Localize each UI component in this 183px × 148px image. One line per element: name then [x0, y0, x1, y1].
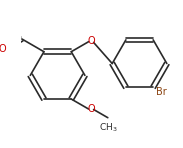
Text: O: O — [0, 44, 6, 54]
Text: Br: Br — [156, 87, 167, 97]
Text: O: O — [87, 104, 95, 115]
Text: O: O — [87, 36, 95, 46]
Text: CH$_3$: CH$_3$ — [99, 121, 117, 134]
